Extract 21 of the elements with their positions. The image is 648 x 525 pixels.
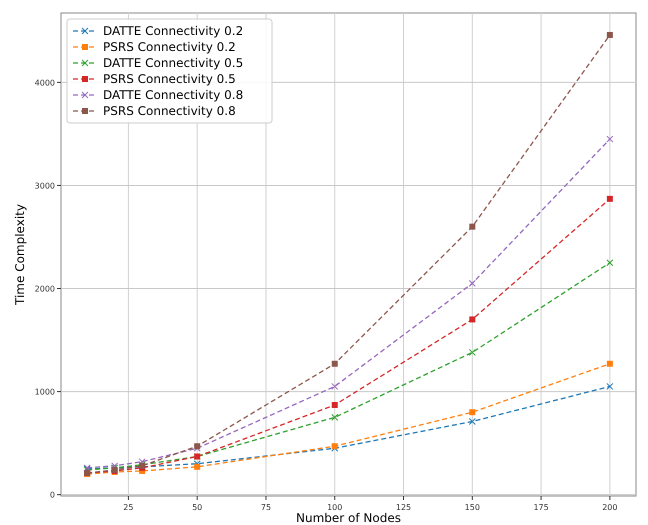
y-axis-title: Time Complexity [13, 204, 27, 306]
x-tick-label: 100 [327, 503, 342, 512]
legend-label: DATTE Connectivity 0.8 [103, 88, 244, 102]
y-tick-label: 1000 [34, 388, 55, 397]
legend-label: DATTE Connectivity 0.5 [103, 56, 244, 70]
x-axis-title: Number of Nodes [296, 511, 401, 525]
x-tick-label: 25 [123, 503, 134, 512]
x-tick-label: 75 [260, 503, 272, 512]
x-tick-label: 175 [533, 503, 549, 512]
x-tick-label: 200 [602, 503, 618, 512]
legend-label: PSRS Connectivity 0.5 [103, 72, 236, 86]
legend-label: DATTE Connectivity 0.2 [103, 24, 244, 38]
y-tick-label: 0 [50, 490, 55, 500]
x-tick-label: 125 [396, 503, 412, 512]
legend-label: PSRS Connectivity 0.2 [103, 40, 236, 54]
x-tick-label: 150 [464, 503, 480, 512]
y-tick-label: 2000 [34, 284, 55, 294]
legend-label: PSRS Connectivity 0.8 [103, 104, 236, 118]
y-tick-label: 3000 [34, 181, 55, 190]
y-tick-label: 4000 [34, 78, 55, 88]
x-tick-label: 50 [192, 503, 202, 512]
